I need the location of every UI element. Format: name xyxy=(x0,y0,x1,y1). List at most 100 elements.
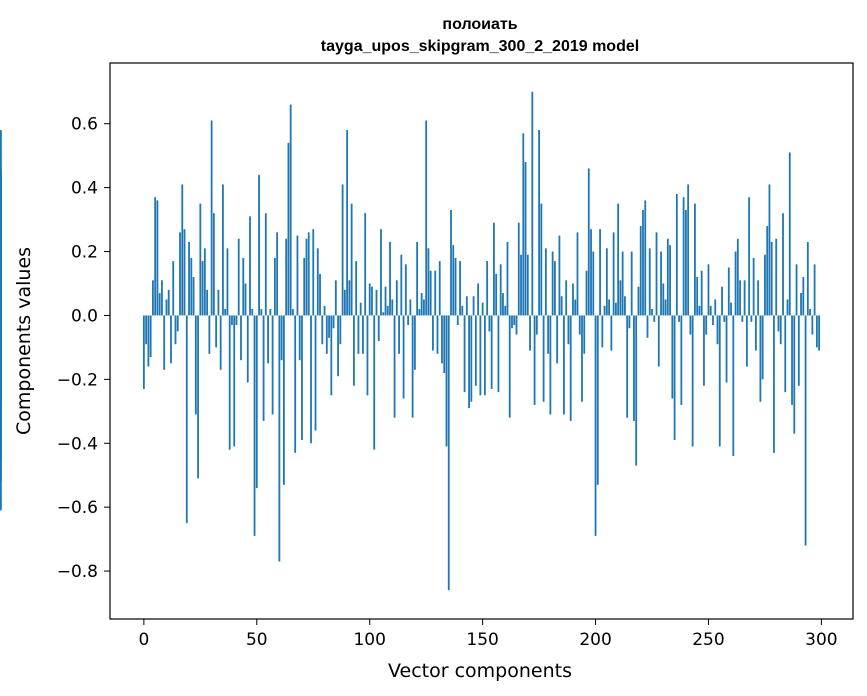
y-tick-label: −0.2 xyxy=(57,370,98,390)
bar-73 xyxy=(307,232,310,316)
bar-268 xyxy=(748,197,751,316)
bar-266 xyxy=(743,280,746,316)
bar-281 xyxy=(777,315,780,332)
bar-51 xyxy=(258,174,260,316)
x-axis: 0 50 100 150 200 250 300 xyxy=(138,619,838,650)
bar-201 xyxy=(596,315,599,485)
bar-216 xyxy=(630,251,633,316)
bar-287 xyxy=(791,315,793,405)
bar-141 xyxy=(461,305,464,316)
bar-130 xyxy=(436,315,439,354)
bar-36 xyxy=(224,309,227,316)
bar-270 xyxy=(752,257,755,316)
bar-113 xyxy=(398,315,400,354)
bar-13 xyxy=(172,261,175,316)
bar-128 xyxy=(432,315,434,351)
bar-49 xyxy=(253,315,256,536)
bar-95 xyxy=(357,315,360,354)
bar-15 xyxy=(176,315,179,332)
bar-291 xyxy=(800,293,802,316)
bar-55 xyxy=(267,315,269,364)
bar-82 xyxy=(328,315,330,338)
bar-12 xyxy=(170,315,172,364)
bar-84 xyxy=(332,315,335,329)
bar-187 xyxy=(565,280,568,316)
bar-134 xyxy=(445,315,448,447)
bar-290 xyxy=(797,315,800,386)
bar-209 xyxy=(614,302,617,316)
bar-190 xyxy=(572,283,574,316)
bar-31 xyxy=(212,213,215,316)
bar-224 xyxy=(648,248,651,316)
x-axis-label: Vector components xyxy=(388,660,572,682)
bar-255 xyxy=(718,315,721,447)
bar-158 xyxy=(499,264,502,316)
bar-232 xyxy=(666,238,669,316)
bar-147 xyxy=(474,315,477,386)
bar-170 xyxy=(526,254,529,316)
bar-196 xyxy=(585,270,588,316)
bar-285 xyxy=(786,299,789,316)
bar-42 xyxy=(237,238,240,316)
bar-240 xyxy=(684,209,687,316)
bar-256 xyxy=(721,286,723,316)
y-tick-label: −0.8 xyxy=(57,562,98,582)
bar-199 xyxy=(592,251,595,316)
bar-4 xyxy=(152,280,154,316)
bar-263 xyxy=(736,238,739,316)
bar-250 xyxy=(707,264,710,316)
bar-231 xyxy=(664,299,667,316)
bar-24 xyxy=(197,315,199,479)
x-tick-label: 0 xyxy=(138,630,149,650)
bar-277 xyxy=(768,184,771,316)
bar-139 xyxy=(456,315,459,326)
bar-90 xyxy=(346,130,349,316)
y-tick-label: −0.6 xyxy=(57,498,98,518)
bar-93 xyxy=(353,315,355,386)
bar-177 xyxy=(542,315,545,402)
bar-65 xyxy=(289,104,292,316)
bar-38 xyxy=(228,315,231,450)
bar-274 xyxy=(761,315,764,380)
bar-151 xyxy=(483,315,486,396)
bar-148 xyxy=(477,283,480,316)
bar-176 xyxy=(540,203,543,316)
bar-226 xyxy=(653,315,656,322)
bar-81 xyxy=(325,315,328,354)
bar-234 xyxy=(671,315,674,399)
bar-242 xyxy=(689,315,692,335)
bar-157 xyxy=(497,315,500,393)
y-axis-label: Components values xyxy=(13,247,35,435)
bar-183 xyxy=(556,315,559,364)
bar-60 xyxy=(278,315,281,562)
bar-249 xyxy=(705,315,708,335)
bar-293 xyxy=(804,315,807,546)
bar-161 xyxy=(506,241,509,316)
bar-185 xyxy=(560,296,563,316)
bar-206 xyxy=(608,299,610,316)
bar-100 xyxy=(368,283,371,316)
bar-124 xyxy=(423,299,425,316)
bar-22 xyxy=(192,277,195,316)
bar-159 xyxy=(502,293,504,316)
bar-136 xyxy=(450,209,452,316)
bar-203 xyxy=(601,315,604,348)
y-axis: −0.8 −0.6 −0.4 −0.2 0.0 0.2 0.4 0.6 xyxy=(57,115,110,582)
bar-220 xyxy=(639,225,642,316)
bar-105 xyxy=(380,229,382,316)
bar-132 xyxy=(441,315,443,364)
x-tick-label: 100 xyxy=(353,630,385,650)
bar-78 xyxy=(319,273,321,316)
bar-251 xyxy=(709,305,712,316)
bar-121 xyxy=(416,241,419,316)
bar-213 xyxy=(624,296,626,316)
bar-143 xyxy=(465,296,468,316)
bar-89 xyxy=(343,289,346,316)
bar-284 xyxy=(784,315,787,393)
bar-197 xyxy=(587,168,590,316)
y-tick-label: 0.2 xyxy=(71,243,98,263)
bar-98 xyxy=(364,213,367,316)
bar-154 xyxy=(490,315,493,389)
bar-86 xyxy=(337,315,339,377)
